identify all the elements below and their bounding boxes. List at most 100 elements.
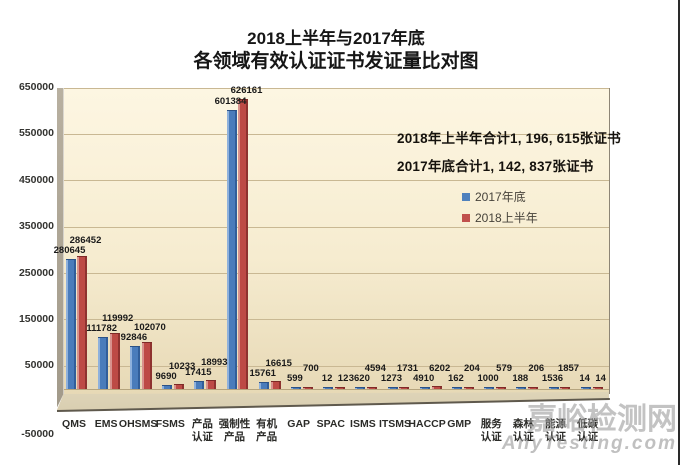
bar-2018: [109, 333, 120, 389]
x-category-label: GAP: [287, 418, 311, 430]
gridline: [63, 365, 609, 367]
gridline: [63, 319, 609, 321]
y-tick-label: 450000: [18, 173, 54, 186]
value-label-2017: 1536: [541, 372, 564, 384]
x-category-label: 能源 认证: [545, 418, 566, 443]
value-label-2018: 119992: [102, 313, 134, 325]
value-label-2018: 204: [463, 362, 480, 374]
value-label-2018: 626161: [230, 84, 263, 96]
value-label-2018: 1731: [396, 362, 419, 374]
value-label-2017: 9690: [155, 370, 177, 382]
side-wall-3d: [56, 87, 64, 409]
value-label-2017: 4910: [413, 372, 435, 384]
value-label-2017: 14: [579, 372, 590, 384]
value-label-2018: 102070: [134, 321, 166, 333]
y-tick-label: 250000: [18, 266, 54, 279]
legend-item-2017: 2017年底: [462, 186, 538, 207]
x-category-label: 产品 认证: [191, 418, 213, 443]
bar-2018: [335, 386, 345, 389]
bar-2018: [463, 386, 474, 389]
bar-2017: [226, 110, 237, 389]
value-label-2018: 14: [595, 372, 606, 384]
bar-2017: [291, 386, 301, 389]
value-label-2018: 12: [337, 372, 349, 384]
bar-2017: [580, 386, 591, 389]
bar-2017: [323, 386, 334, 389]
bar-2018: [431, 386, 442, 389]
bar-2017: [419, 386, 430, 389]
value-label-2017: 280645: [53, 244, 86, 256]
gridline: [63, 87, 609, 89]
value-label-2017: 601384: [214, 96, 247, 108]
x-category-label: ISMS: [350, 418, 376, 430]
bar-2017: [355, 386, 366, 389]
chart-title-line2: 各领域有效认证证书发证量比对图: [193, 51, 479, 72]
bar-2017: [484, 386, 495, 389]
bar-2018: [174, 384, 184, 389]
x-category-label: 低碳 认证: [577, 418, 599, 443]
x-category-label: GMP: [447, 418, 472, 430]
value-label-2018: 16615: [265, 357, 292, 369]
x-category-label: OHSMS: [118, 418, 158, 430]
x-category-label: HACCP: [408, 418, 446, 430]
x-category-label: EMS: [94, 418, 118, 430]
plot-area: [63, 87, 610, 394]
value-label-2018: 4594: [364, 362, 386, 374]
value-label-2018: 286452: [69, 234, 102, 246]
value-label-2018: 18993: [201, 356, 228, 368]
bar-2018: [528, 386, 539, 389]
bar-2017: [130, 345, 140, 389]
value-label-2018: 6202: [429, 362, 451, 374]
bar-2017: [162, 384, 173, 389]
value-label-2017: 12: [321, 372, 333, 384]
x-category-label: 有机 产品: [256, 418, 278, 443]
value-label-2017: 92846: [120, 331, 148, 343]
bar-2018: [77, 256, 88, 389]
x-category-label: FSMS: [155, 418, 185, 430]
value-label-2017: 3620: [348, 372, 370, 384]
gridline: [63, 273, 609, 275]
bar-2018: [367, 386, 378, 389]
x-category-label: 服务 认证: [480, 418, 502, 443]
chart-title: 2018上半年与2017年底 各领域有效认证证书发证量比对图: [0, 28, 672, 73]
value-label-2018: 10233: [168, 360, 196, 372]
gridline: [63, 133, 609, 135]
gridline: [63, 180, 609, 182]
bar-2018: [238, 98, 249, 389]
value-label-2018: 1857: [557, 362, 580, 374]
value-label-2017: 15761: [249, 367, 276, 379]
legend-label-2018: 2018上半年: [475, 211, 538, 225]
value-label-2018: 579: [496, 362, 513, 374]
bar-2018: [496, 386, 506, 389]
bar-2017: [194, 380, 205, 389]
bar-2018: [302, 386, 313, 389]
legend-label-2017: 2017年底: [475, 190, 526, 204]
baseline: [63, 389, 609, 390]
value-label-2017: 162: [447, 372, 464, 384]
bar-2018: [399, 386, 410, 389]
value-label-2017: 1273: [380, 372, 403, 384]
total-2017-annotation: 2017年底合计1, 142, 837张证书: [397, 159, 594, 174]
y-tick-label: 50000: [24, 359, 54, 372]
bar-2017: [516, 386, 527, 389]
y-tick-label: 550000: [18, 127, 54, 140]
legend: 2017年底 2018上半年: [462, 186, 538, 228]
value-label-2017: 1000: [477, 372, 499, 384]
legend-swatch-2017: [462, 192, 470, 201]
image-right-border: [678, 0, 680, 465]
bar-2017: [452, 386, 462, 389]
bar-2017: [97, 337, 108, 389]
bar-2018: [560, 386, 571, 389]
bar-2017: [387, 386, 398, 389]
bar-2018: [206, 380, 217, 389]
value-label-2017: 599: [286, 372, 303, 384]
legend-swatch-2018: [462, 213, 470, 222]
y-tick-label: 350000: [18, 220, 54, 233]
x-category-label: ITSMS: [378, 418, 412, 430]
x-category-label: QMS: [62, 418, 86, 430]
value-label-2018: 700: [302, 362, 319, 374]
legend-item-2018: 2018上半年: [462, 207, 538, 228]
bar-2018: [270, 381, 281, 389]
